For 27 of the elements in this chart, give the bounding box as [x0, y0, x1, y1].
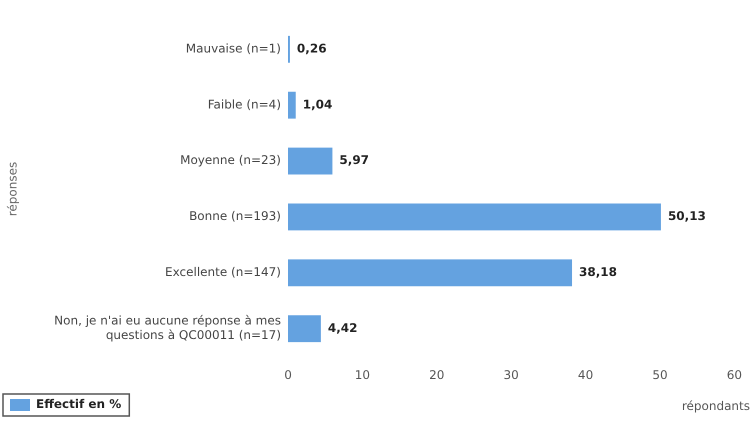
bar	[288, 204, 661, 230]
x-tick-label: 60	[726, 368, 742, 382]
data-label: 0,26	[296, 41, 327, 56]
y-tick-label: Non, je n'ai eu aucune réponse à mes questions à QC00011 (n=17)	[54, 314, 281, 342]
x-tick-label: 10	[354, 368, 370, 382]
bar	[288, 315, 321, 342]
bar	[288, 148, 332, 174]
legend-label: Effectif en %	[36, 397, 122, 412]
x-axis-title: répondants	[682, 399, 750, 414]
bar	[288, 92, 296, 119]
x-tick-label: 0	[284, 368, 292, 382]
data-label: 5,97	[339, 153, 370, 168]
y-tick-label: Bonne (n=193)	[189, 209, 281, 224]
x-tick-label: 20	[429, 368, 444, 382]
data-label: 50,13	[668, 209, 706, 224]
y-tick-label: Mauvaise (n=1)	[186, 41, 281, 56]
data-label: 4,42	[328, 320, 358, 335]
x-tick-label: 50	[652, 368, 668, 382]
data-label: 1,04	[302, 97, 332, 112]
data-label: 38,18	[579, 264, 618, 279]
x-tick-label: 30	[504, 368, 519, 382]
y-axis-title: réponses	[5, 162, 20, 216]
y-tick-label: Excellente (n=147)	[165, 264, 281, 279]
y-tick-label: Faible (n=4)	[208, 97, 281, 112]
y-tick-label: Moyenne (n=23)	[180, 153, 281, 168]
bar	[288, 259, 572, 286]
x-tick-label: 40	[578, 368, 594, 382]
